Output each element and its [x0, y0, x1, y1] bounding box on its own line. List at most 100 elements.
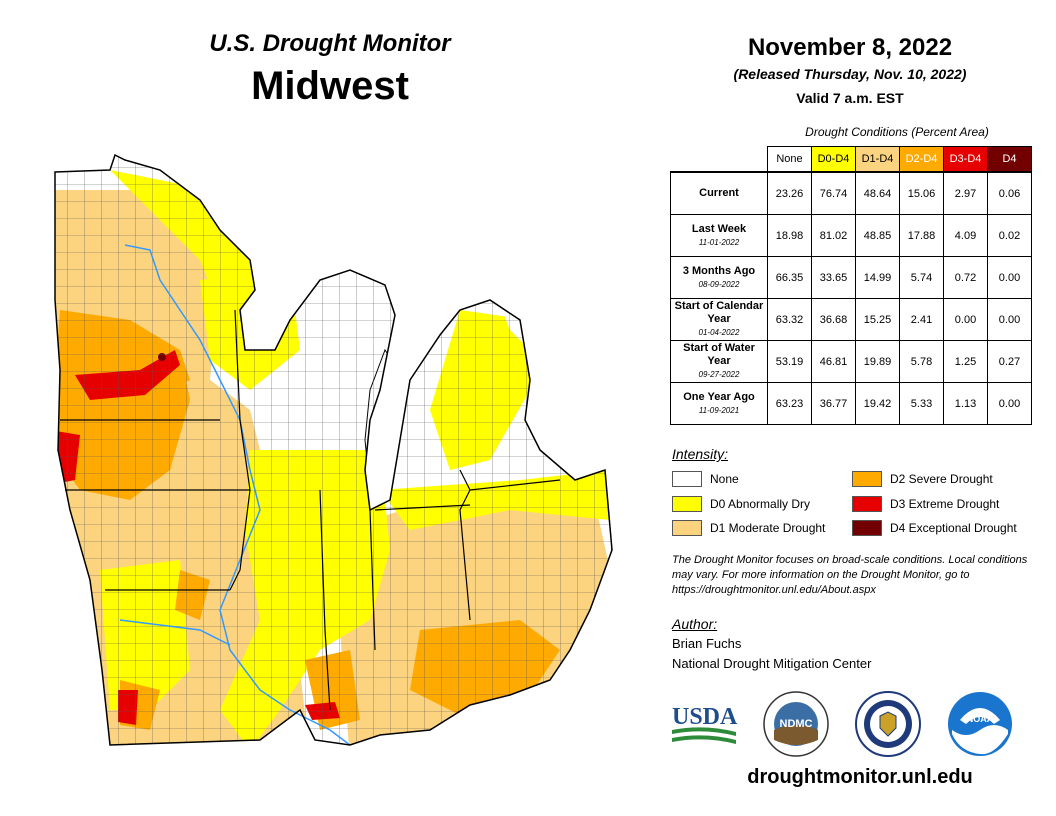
- table-cell: 48.64: [855, 171, 900, 215]
- drought-map: [54, 153, 613, 746]
- legend-label: D2 Severe Drought: [890, 472, 993, 486]
- table-cell: 19.89: [855, 340, 900, 383]
- col-d2-d4: D2-D4: [899, 146, 944, 173]
- table-cell: 0.00: [987, 298, 1032, 341]
- table-row: One Year Ago 11-09-2021 63.23 36.77 19.42 5.3…: [670, 382, 1032, 425]
- map-date: November 8, 2022: [747, 34, 953, 61]
- row-label: One Year Ago 11-09-2021: [670, 382, 768, 425]
- row-label: Last Week 11-01-2022: [670, 214, 768, 257]
- row-label: Current: [670, 171, 768, 215]
- table-cell: 2.41: [899, 298, 944, 341]
- col-d0-d4: D0-D4: [811, 146, 856, 173]
- usda-logo-text: USDA: [672, 704, 738, 730]
- table-cell: 81.02: [811, 214, 856, 257]
- table-row: Start of Water Year 09-27-2022 53.19 46.81 1…: [670, 340, 1032, 383]
- table-cell: 53.19: [767, 340, 812, 383]
- legend-item-none: None: [672, 471, 739, 487]
- legend-label: D3 Extreme Drought: [890, 497, 1000, 511]
- table-cell: 17.88: [899, 214, 944, 257]
- table-cell: 0.06: [987, 171, 1032, 215]
- col-d1-d4: D1-D4: [855, 146, 900, 173]
- legend-swatch: [852, 471, 882, 487]
- row-date: 08-09-2022: [698, 279, 740, 289]
- table-cell: 5.33: [899, 382, 944, 425]
- disclaimer-note: The Drought Monitor focuses on broad-sca…: [672, 554, 1028, 596]
- table-corner: [671, 147, 768, 173]
- col-d3-d4: D3-D4: [943, 146, 988, 173]
- table-cell: 23.26: [767, 171, 812, 215]
- table-cell: 5.78: [899, 340, 944, 383]
- table-cell: 15.25: [855, 298, 900, 341]
- ndmc-logo: NDMC: [763, 691, 829, 757]
- table-caption: Drought Conditions (Percent Area): [805, 125, 989, 139]
- legend-swatch: [852, 496, 882, 512]
- col-none: None: [767, 146, 812, 173]
- table-cell: 33.65: [811, 256, 856, 299]
- table-cell: 0.02: [987, 214, 1032, 257]
- table-row: 3 Months Ago 08-09-2022 66.35 33.65 14.99 5.7…: [670, 256, 1032, 299]
- row-label-text: One Year Ago: [683, 390, 755, 403]
- table-cell: 0.00: [943, 298, 988, 341]
- usda-logo: USDA: [672, 704, 738, 744]
- row-label: Start of Water Year 09-27-2022: [670, 340, 768, 383]
- table-cell: 48.85: [855, 214, 900, 257]
- legend-title: Intensity:: [672, 446, 729, 462]
- table-cell: 66.35: [767, 256, 812, 299]
- drought-stats-table: None D0-D4 D1-D4 D2-D4 D3-D4 D4 Current 2…: [670, 146, 1032, 425]
- table-cell: 0.00: [987, 382, 1032, 425]
- row-label: Start of Calendar Year 01-04-2022: [670, 298, 768, 341]
- row-label-text: Current: [699, 187, 739, 199]
- doc-seal-logo: [855, 691, 921, 757]
- row-date: 09-27-2022: [698, 370, 740, 379]
- legend-label: D0 Abnormally Dry: [710, 497, 811, 511]
- table-cell: 0.27: [987, 340, 1032, 383]
- legend-item-d2: D2 Severe Drought: [852, 471, 993, 487]
- row-label-text: Start of Calendar Year: [674, 300, 764, 325]
- table-cell: 36.68: [811, 298, 856, 341]
- table-cell: 36.77: [811, 382, 856, 425]
- map-title: Midwest: [251, 64, 409, 108]
- table-cell: 0.00: [987, 256, 1032, 299]
- release-date: (Released Thursday, Nov. 10, 2022): [733, 66, 967, 82]
- website-url[interactable]: droughtmonitor.unl.edu: [747, 766, 973, 788]
- legend-swatch: [672, 471, 702, 487]
- noaa-logo-text: NOAA: [967, 714, 994, 724]
- drought-areas: [55, 155, 612, 745]
- col-d4: D4: [987, 146, 1032, 173]
- table-cell: 1.25: [943, 340, 988, 383]
- midwest-outline: [54, 153, 613, 746]
- row-label: 3 Months Ago 08-09-2022: [670, 256, 768, 299]
- ndmc-logo-text: NDMC: [780, 718, 813, 730]
- legend-item-d3: D3 Extreme Drought: [852, 496, 999, 512]
- missouri-river: [119, 619, 231, 646]
- table-cell: 15.06: [899, 171, 944, 215]
- table-cell: 46.81: [811, 340, 856, 383]
- table-cell: 76.74: [811, 171, 856, 215]
- legend-swatch: [672, 496, 702, 512]
- table-cell: 63.32: [767, 298, 812, 341]
- table-cell: 63.23: [767, 382, 812, 425]
- author-heading: Author:: [672, 616, 718, 632]
- legend-swatch: [672, 520, 702, 536]
- row-date: 01-04-2022: [698, 328, 740, 337]
- legend-label: D1 Moderate Drought: [710, 521, 826, 535]
- legend-swatch: [852, 520, 882, 536]
- state-boundaries: [60, 309, 561, 711]
- table-cell: 1.13: [943, 382, 988, 425]
- legend-label: D4 Exceptional Drought: [890, 521, 1017, 535]
- row-label-text: Last Week: [691, 222, 747, 235]
- legend-label: None: [710, 472, 739, 486]
- table-cell: 0.72: [943, 256, 988, 299]
- table-cell: 18.98: [767, 214, 812, 257]
- table-row: Start of Calendar Year 01-04-2022 63.32 36.…: [670, 298, 1032, 341]
- table-cell: 14.99: [855, 256, 900, 299]
- table-header-row: None D0-D4 D1-D4 D2-D4 D3-D4 D4: [671, 146, 1032, 173]
- row-date: 11-01-2022: [698, 237, 740, 247]
- legend-item-d1: D1 Moderate Drought: [672, 520, 825, 536]
- table-cell: 5.74: [899, 256, 944, 299]
- map-subtitle: U.S. Drought Monitor: [209, 30, 451, 57]
- table-cell: 4.09: [943, 214, 988, 257]
- table-cell: 2.97: [943, 171, 988, 215]
- legend-item-d4: D4 Exceptional Drought: [852, 520, 1017, 536]
- row-date: 11-09-2021: [698, 405, 740, 415]
